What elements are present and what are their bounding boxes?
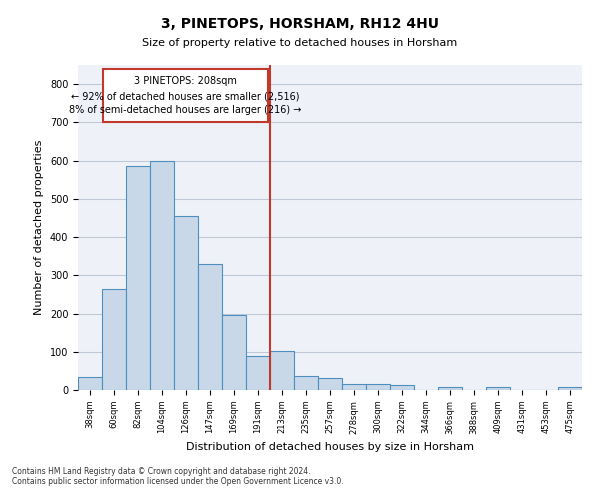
Text: ← 92% of detached houses are smaller (2,516): ← 92% of detached houses are smaller (2,…: [71, 92, 299, 102]
Bar: [174, 216, 198, 390]
Bar: [318, 378, 342, 390]
Bar: [246, 356, 270, 390]
Bar: [198, 264, 222, 390]
Text: 3 PINETOPS: 208sqm: 3 PINETOPS: 208sqm: [134, 76, 237, 86]
Bar: [558, 388, 582, 390]
Bar: [126, 166, 150, 390]
Text: 3, PINETOPS, HORSHAM, RH12 4HU: 3, PINETOPS, HORSHAM, RH12 4HU: [161, 18, 439, 32]
Bar: [150, 160, 174, 390]
Text: Contains public sector information licensed under the Open Government Licence v3: Contains public sector information licen…: [12, 477, 344, 486]
Text: 8% of semi-detached houses are larger (216) →: 8% of semi-detached houses are larger (2…: [69, 106, 302, 116]
Bar: [342, 384, 366, 390]
Bar: [102, 288, 126, 390]
Bar: [294, 376, 318, 390]
Text: Contains HM Land Registry data © Crown copyright and database right 2024.: Contains HM Land Registry data © Crown c…: [12, 467, 311, 476]
Bar: [486, 387, 510, 390]
Bar: [366, 384, 390, 390]
Text: Size of property relative to detached houses in Horsham: Size of property relative to detached ho…: [142, 38, 458, 48]
Bar: [270, 351, 294, 390]
Bar: [222, 316, 246, 390]
Bar: [438, 388, 462, 390]
Bar: [390, 386, 414, 390]
Bar: [78, 376, 102, 390]
X-axis label: Distribution of detached houses by size in Horsham: Distribution of detached houses by size …: [186, 442, 474, 452]
FancyBboxPatch shape: [103, 69, 268, 122]
Y-axis label: Number of detached properties: Number of detached properties: [34, 140, 44, 315]
